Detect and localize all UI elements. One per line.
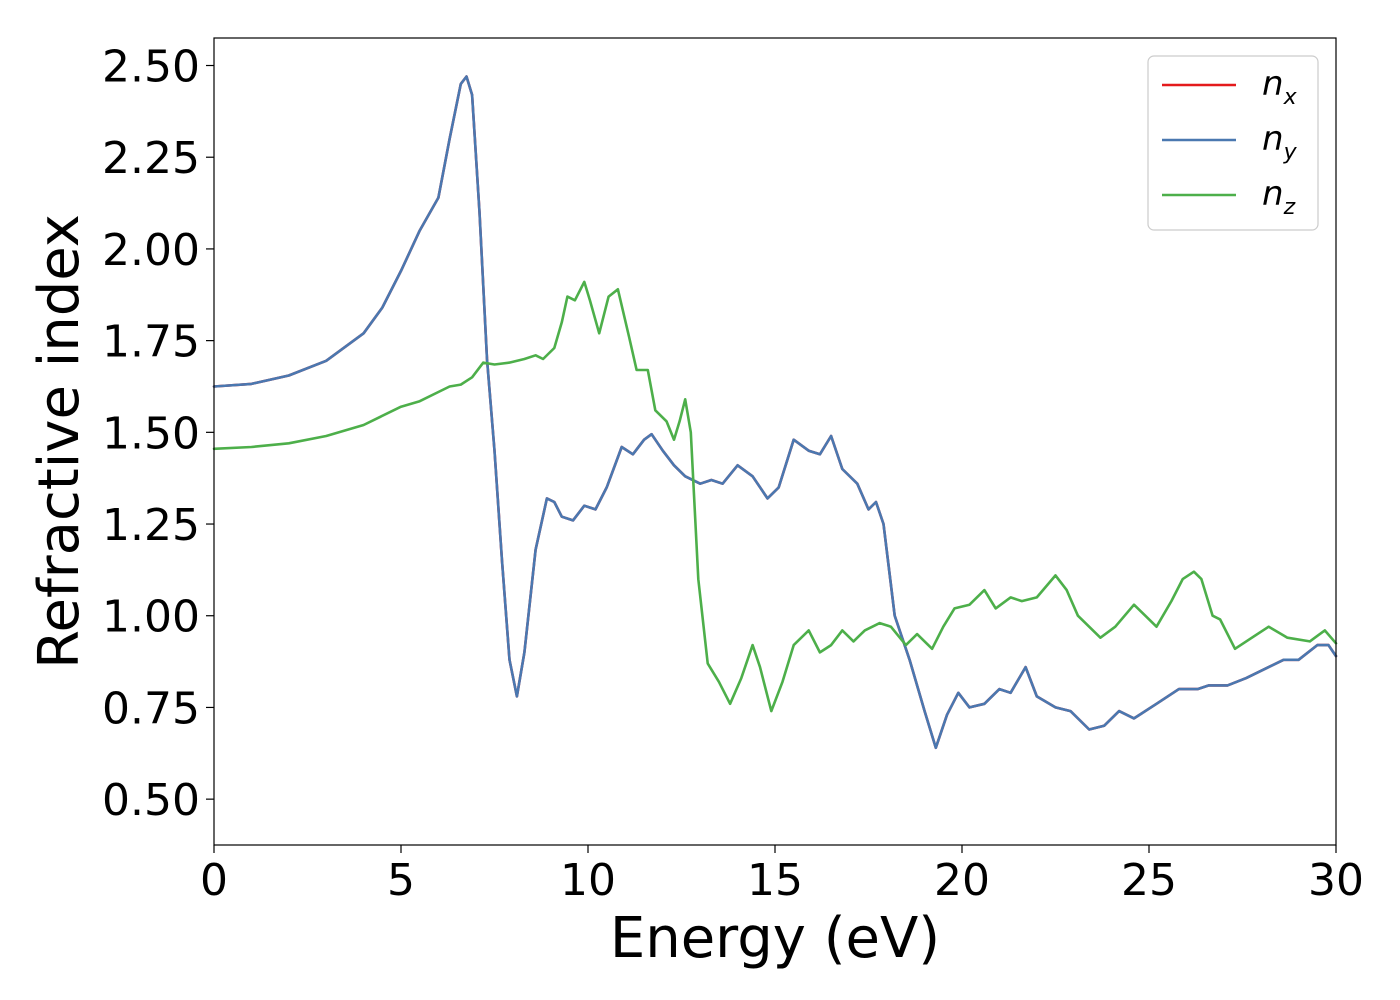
y-tick-label: 1.75 xyxy=(102,317,200,368)
series-line-nz xyxy=(212,280,1338,713)
x-tick-label: 20 xyxy=(934,855,990,906)
y-tick-label: 2.00 xyxy=(102,225,200,276)
x-tick-label: 5 xyxy=(387,855,415,906)
x-tick-label: 25 xyxy=(1121,855,1177,906)
x-tick-label: 0 xyxy=(200,855,228,906)
plot-frame xyxy=(213,37,1337,846)
plot-lines xyxy=(212,75,1338,750)
y-tick-label: 1.25 xyxy=(102,500,200,551)
y-axis-ticks: 0.50 0.75 1.00 1.25 1.50 1.75 2.00 2.25 2.50 xyxy=(102,42,214,826)
x-tick-label: 15 xyxy=(747,855,803,906)
y-tick-label: 0.50 xyxy=(102,775,200,826)
legend-box xyxy=(1147,55,1319,231)
y-tick-label: 1.50 xyxy=(102,408,200,459)
x-axis-label: Energy (eV) xyxy=(610,906,940,971)
x-tick-label: 10 xyxy=(560,855,616,906)
y-tick-label: 0.75 xyxy=(102,683,200,734)
y-tick-label: 2.50 xyxy=(102,42,200,93)
y-axis-label: Refractive index xyxy=(27,214,92,669)
y-tick-label: 1.00 xyxy=(102,592,200,643)
series-line-ny xyxy=(212,75,1338,750)
x-axis-ticks: 0 5 10 15 20 25 30 xyxy=(200,845,1364,906)
y-tick-label: 2.25 xyxy=(102,133,200,184)
x-tick-label: 30 xyxy=(1308,855,1364,906)
